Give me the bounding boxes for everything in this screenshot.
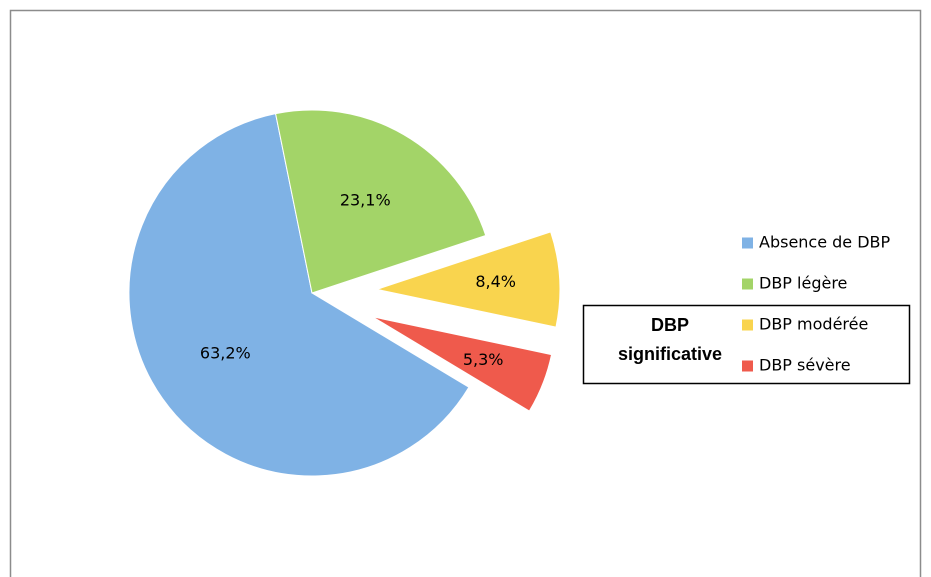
data-label: 63,2% (200, 344, 251, 363)
annotation-box (582, 304, 911, 385)
legend-label: DBP légère (759, 274, 847, 293)
legend-label: DBP sévère (759, 356, 851, 375)
annotation: significative (618, 344, 722, 364)
legend-swatch (742, 237, 753, 249)
legend-swatch (742, 278, 753, 290)
pie-slice (374, 231, 561, 328)
pie-slice (372, 316, 553, 412)
legend-label: DBP modérée (759, 315, 868, 334)
annotation: DBP (651, 315, 689, 335)
pie-slice (274, 109, 487, 294)
pie-slice (128, 113, 470, 477)
data-label: 23,1% (340, 191, 391, 210)
data-label: 8,4% (475, 272, 516, 291)
legend-swatch (742, 319, 753, 331)
legend-swatch (742, 360, 753, 372)
data-label: 5,3% (463, 350, 504, 369)
legend-label: Absence de DBP (759, 233, 891, 252)
